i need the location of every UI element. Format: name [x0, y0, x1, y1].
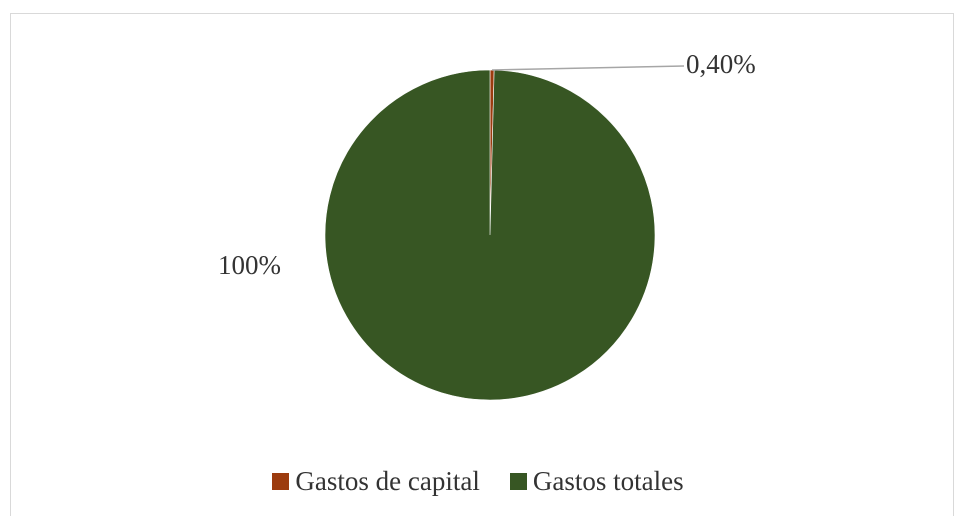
leader-line — [491, 65, 685, 71]
legend-swatch-gastos-totales — [509, 473, 527, 490]
legend-swatch-gastos-de-capital — [272, 473, 290, 490]
legend-label: Gastos totales — [532, 466, 684, 496]
legend-label: Gastos de capital — [295, 466, 480, 496]
legend-item-gastos-de-capital: Gastos de capital — [272, 466, 480, 497]
data-label-gastos-de-capital: 0,40% — [686, 49, 756, 79]
pie-slices — [324, 69, 656, 401]
legend-item-gastos-totales: Gastos totales — [509, 466, 684, 497]
pie-slice-gastos-totales — [324, 69, 656, 401]
data-label-gastos-totales: 100% — [218, 250, 281, 280]
legend: Gastos de capital Gastos totales — [0, 466, 956, 497]
